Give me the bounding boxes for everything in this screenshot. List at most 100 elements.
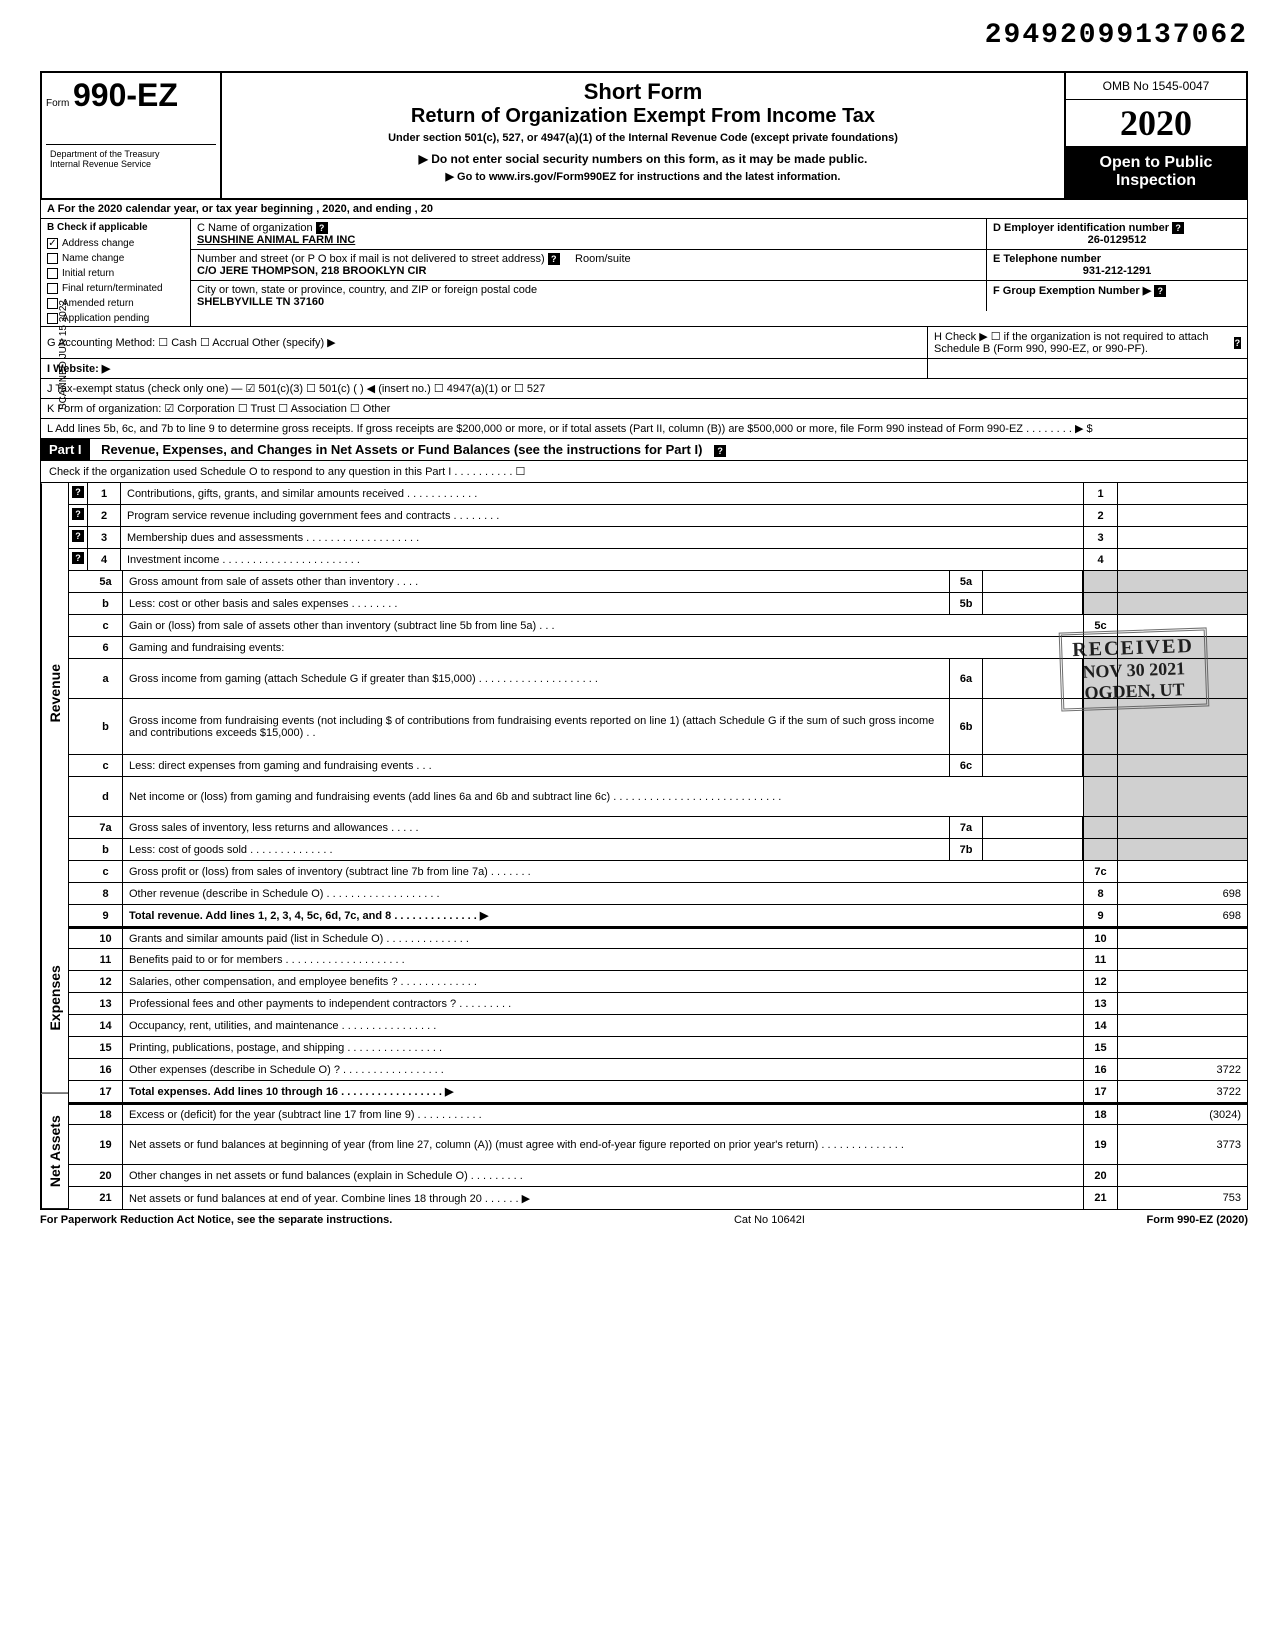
return-title: Return of Organization Exempt From Incom… xyxy=(232,105,1054,128)
mid-num: 6b xyxy=(949,699,983,754)
line-num: c xyxy=(89,755,123,776)
line-desc: Less: direct expenses from gaming and fu… xyxy=(123,755,949,776)
side-expenses: Expenses xyxy=(41,903,68,1094)
lbl-final-return: Final return/terminated xyxy=(62,283,163,294)
mid-num: 5a xyxy=(949,571,983,592)
dept-treasury: Department of the Treasury Internal Reve… xyxy=(46,144,216,173)
help-icon[interactable]: ? xyxy=(1154,285,1166,297)
chk-address-change[interactable]: ✓ xyxy=(47,238,58,249)
line-num: a xyxy=(89,659,123,698)
line-rnum: 8 xyxy=(1083,883,1117,904)
line-rval: 3722 xyxy=(1117,1081,1247,1102)
line-rval: 3773 xyxy=(1117,1125,1247,1164)
line-desc: Total expenses. Add lines 10 through 16 … xyxy=(123,1081,1083,1102)
help-icon[interactable]: ? xyxy=(714,445,726,457)
line-rnum: 19 xyxy=(1083,1125,1117,1164)
form-header: Form 990-EZ Department of the Treasury I… xyxy=(40,71,1248,200)
line-desc: Gross profit or (loss) from sales of inv… xyxy=(123,861,1083,882)
line-num: b xyxy=(89,699,123,754)
line-rval: 698 xyxy=(1117,883,1247,904)
line-desc: Less: cost of goods sold . . . . . . . .… xyxy=(123,839,949,860)
line-rnum: 12 xyxy=(1083,971,1117,992)
addr-label: Number and street (or P O box if mail is… xyxy=(197,253,545,265)
part-1-check-o: Check if the organization used Schedule … xyxy=(41,460,1247,482)
line-rval xyxy=(1117,1165,1247,1186)
line-num: 1 xyxy=(87,483,121,504)
phone-value: 931-212-1291 xyxy=(993,265,1241,277)
line-num: 14 xyxy=(89,1015,123,1036)
line-rval: 753 xyxy=(1117,1187,1247,1209)
line-desc: Other revenue (describe in Schedule O) .… xyxy=(123,883,1083,904)
ssn-notice: ▶ Do not enter social security numbers o… xyxy=(232,152,1054,166)
org-city: SHELBYVILLE TN 37160 xyxy=(197,296,324,308)
ein-value: 26-0129512 xyxy=(993,234,1241,246)
side-revenue: Revenue xyxy=(41,483,68,903)
mid-num: 7a xyxy=(949,817,983,838)
line-num: 12 xyxy=(89,971,123,992)
help-icon[interactable]: ? xyxy=(316,222,328,234)
help-icon[interactable]: ? xyxy=(548,253,560,265)
line-rval xyxy=(1117,483,1247,504)
line-num: 7a xyxy=(89,817,123,838)
line-rval xyxy=(1117,949,1247,970)
room-label: Room/suite xyxy=(575,253,631,265)
section-b-header: B Check if applicable xyxy=(41,219,190,236)
line-rnum: 11 xyxy=(1083,949,1117,970)
chk-name-change[interactable] xyxy=(47,253,58,264)
line-rval xyxy=(1117,505,1247,526)
line-rnum: 1 xyxy=(1083,483,1117,504)
line-num: 10 xyxy=(89,929,123,948)
chk-app-pending[interactable] xyxy=(47,313,58,324)
line-desc: Gross income from gaming (attach Schedul… xyxy=(123,659,949,698)
org-address: C/O JERE THOMPSON, 218 BROOKLYN CIR xyxy=(197,265,426,277)
line-rnum: 21 xyxy=(1083,1187,1117,1209)
line-desc: Gross amount from sale of assets other t… xyxy=(123,571,949,592)
short-form-title: Short Form xyxy=(232,79,1054,105)
line-rnum: 10 xyxy=(1083,929,1117,948)
part-1-header: Part I Revenue, Expenses, and Changes in… xyxy=(40,439,1248,483)
line-rval xyxy=(1117,993,1247,1014)
line-rnum: 7c xyxy=(1083,861,1117,882)
help-icon[interactable]: ? xyxy=(1172,222,1184,234)
line-rnum: 18 xyxy=(1083,1105,1117,1124)
side-netassets: Net Assets xyxy=(41,1094,68,1209)
help-icon[interactable]: ? xyxy=(72,508,84,520)
chk-amended[interactable] xyxy=(47,298,58,309)
line-num: c xyxy=(89,615,123,636)
line-desc: Total revenue. Add lines 1, 2, 3, 4, 5c,… xyxy=(123,905,1083,926)
line-desc: Printing, publications, postage, and shi… xyxy=(123,1037,1083,1058)
lbl-amended: Amended return xyxy=(62,298,134,309)
tax-year: 2020 xyxy=(1066,100,1246,146)
lbl-app-pending: Application pending xyxy=(62,313,149,324)
help-icon[interactable]: ? xyxy=(1234,337,1241,349)
line-num: 18 xyxy=(89,1105,123,1124)
help-icon[interactable]: ? xyxy=(72,530,84,542)
omb-number: OMB No 1545-0047 xyxy=(1066,73,1246,100)
line-desc: Investment income . . . . . . . . . . . … xyxy=(121,549,1083,570)
part-1-label: Part I xyxy=(41,439,90,460)
line-rval xyxy=(1117,861,1247,882)
help-icon[interactable]: ? xyxy=(72,552,84,564)
line-rval: 3722 xyxy=(1117,1059,1247,1080)
line-num: 13 xyxy=(89,993,123,1014)
chk-final-return[interactable] xyxy=(47,283,58,294)
footer-mid: Cat No 10642I xyxy=(734,1214,805,1226)
lbl-initial-return: Initial return xyxy=(62,268,114,279)
org-name: SUNSHINE ANIMAL FARM INC xyxy=(197,234,355,246)
row-h-schedule-b: H Check ▶ ☐ if the organization is not r… xyxy=(928,327,1248,359)
line-rnum: 9 xyxy=(1083,905,1117,926)
line-num: 2 xyxy=(87,505,121,526)
line-num: 17 xyxy=(89,1081,123,1102)
line-desc: Net assets or fund balances at beginning… xyxy=(123,1125,1083,1164)
line-num: 8 xyxy=(89,883,123,904)
line-num: 11 xyxy=(89,949,123,970)
line-desc: Gaming and fundraising events: xyxy=(123,637,1083,658)
help-icon[interactable]: ? xyxy=(72,486,84,498)
line-num: c xyxy=(89,861,123,882)
page-footer: For Paperwork Reduction Act Notice, see … xyxy=(40,1210,1248,1230)
chk-initial-return[interactable] xyxy=(47,268,58,279)
line-rval xyxy=(1117,1015,1247,1036)
line-rnum: 20 xyxy=(1083,1165,1117,1186)
mid-num: 6a xyxy=(949,659,983,698)
line-rnum: 4 xyxy=(1083,549,1117,570)
